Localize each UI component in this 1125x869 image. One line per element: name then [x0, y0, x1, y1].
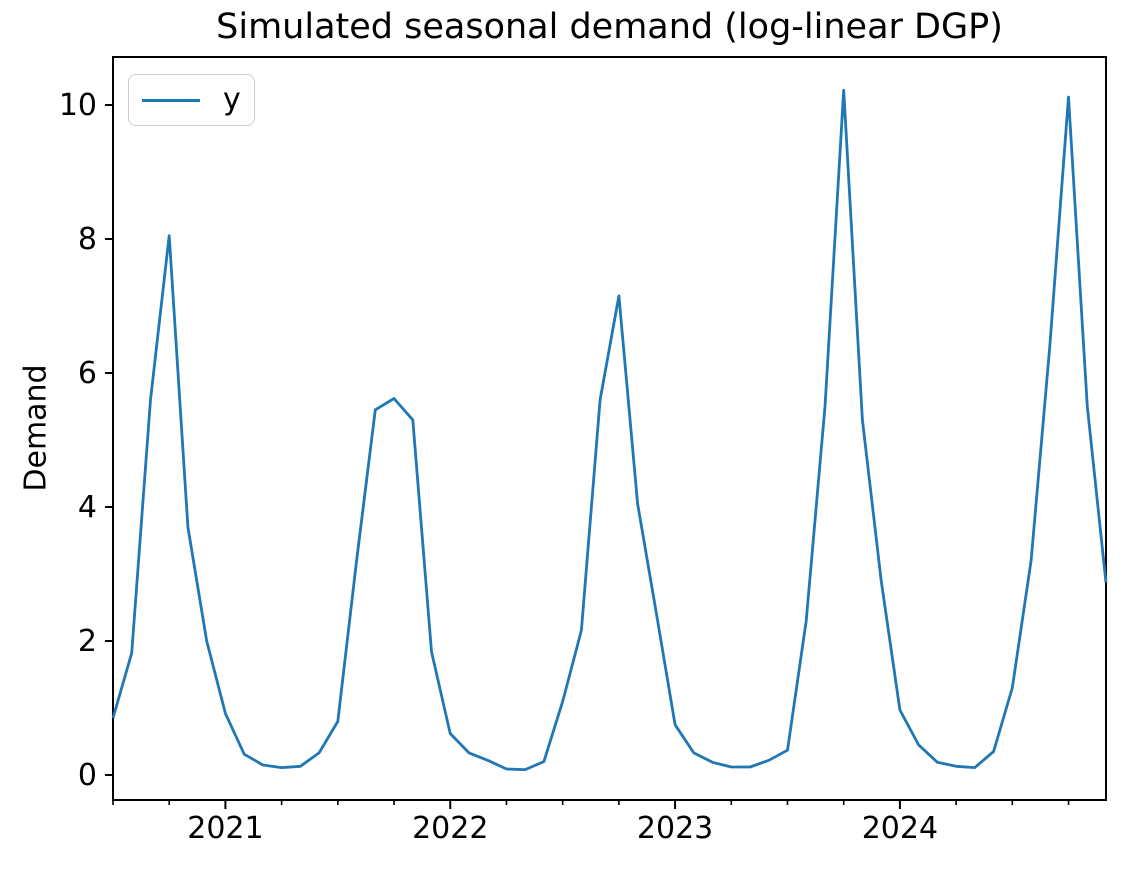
y-tick-label: 2	[78, 624, 97, 659]
legend: y	[128, 74, 255, 126]
y-tick-label: 10	[59, 88, 97, 123]
x-tick-label: 2021	[187, 811, 263, 846]
y-tick-label: 6	[78, 356, 97, 391]
legend-label: y	[223, 82, 241, 117]
x-tick-label: 2023	[637, 811, 713, 846]
series-line-y	[111, 88, 1108, 771]
chart-title: Simulated seasonal demand (log-linear DG…	[216, 7, 1003, 47]
x-tick-label: 2024	[862, 811, 938, 846]
y-tick-label: 4	[78, 490, 97, 525]
x-tick-label: 2022	[412, 811, 488, 846]
y-tick-label: 0	[78, 758, 97, 793]
legend-line-swatch	[142, 98, 200, 102]
axes-spines	[112, 56, 1107, 801]
y-axis-label: Demand	[18, 364, 54, 492]
y-tick-label: 8	[78, 222, 97, 257]
